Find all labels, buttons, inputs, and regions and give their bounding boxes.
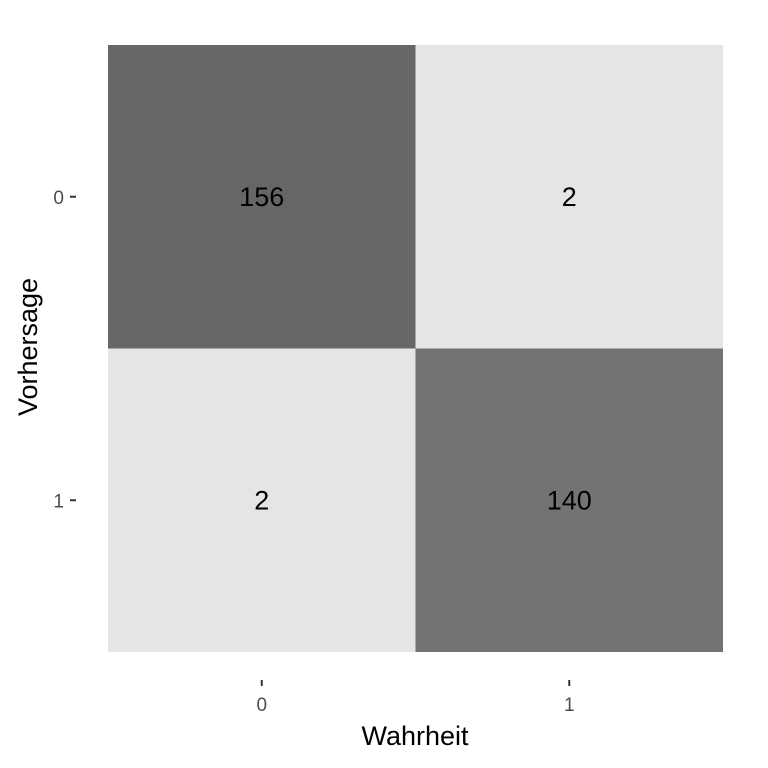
x-axis-title: Wahrheit	[361, 721, 469, 751]
x-tick-label: 1	[564, 695, 575, 716]
y-tick-label: 0	[53, 188, 64, 209]
heatmap-cell-labels: 156 2 2 140	[239, 182, 592, 516]
cell-value-label: 140	[547, 485, 592, 515]
heatmap-cell	[108, 45, 416, 349]
y-axis-title: Vorhersage	[13, 278, 43, 416]
heatmap-cell	[108, 348, 416, 652]
cell-value-label: 2	[562, 182, 577, 212]
heatmap-cell	[415, 348, 723, 652]
cell-value-label: 2	[254, 485, 269, 515]
y-tick-label: 1	[53, 491, 64, 512]
y-axis: 01	[53, 188, 76, 512]
x-tick-label: 0	[256, 695, 267, 716]
cell-value-label: 156	[239, 182, 284, 212]
heatmap-cell	[415, 45, 723, 349]
heatmap-cells	[108, 45, 723, 652]
